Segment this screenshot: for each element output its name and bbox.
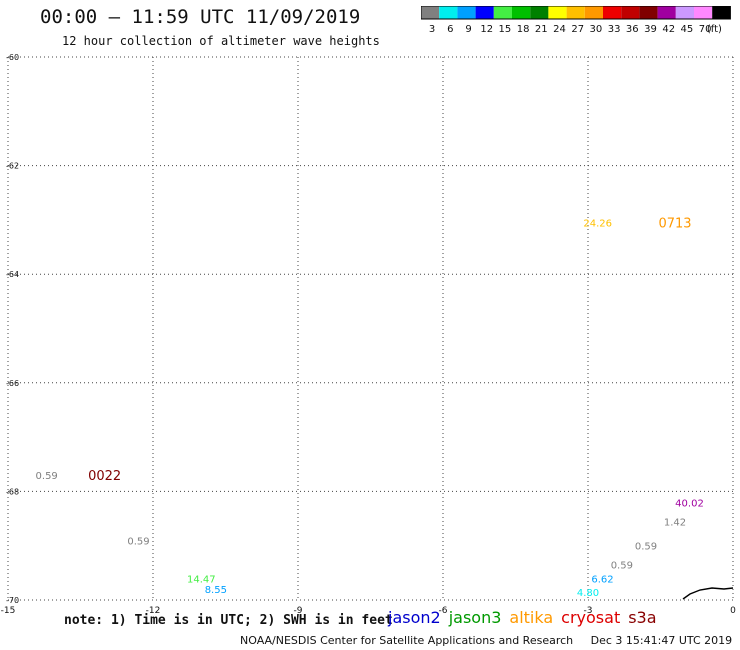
color-label: 12 [480, 24, 493, 35]
wave-height-value: 4.80 [577, 588, 599, 599]
legend-jason2: jason2 [388, 608, 441, 627]
wave-height-value: 0.59 [36, 471, 58, 482]
color-label: 42 [662, 24, 675, 35]
color-unit-label: (ft) [707, 24, 722, 35]
color-label: 45 [681, 24, 694, 35]
color-swatch [421, 6, 440, 19]
satellite-legend: jason2 jason3 altika cryosat s3a [388, 608, 665, 627]
credit-text: NOAA/NESDIS Center for Satellite Applica… [240, 634, 574, 647]
color-scale-legend: 3 6 9 12 15 18 21 24 27 30 33 36 39 42 45 70(ft) [421, 6, 731, 35]
color-swatch [584, 6, 603, 19]
color-label: 36 [626, 24, 639, 35]
wave-height-value: 24.26 [583, 219, 612, 230]
y-tick-label: -66 [6, 379, 19, 388]
wave-height-value: 0.59 [611, 561, 633, 572]
color-swatch [603, 6, 622, 19]
wave-height-value: 14.47 [187, 574, 216, 585]
x-tick-label: -15 [1, 606, 16, 616]
color-label: 15 [499, 24, 512, 35]
color-label: 70 [699, 24, 712, 35]
x-tick-label: -12 [146, 606, 161, 616]
color-swatch [675, 6, 694, 19]
color-swatch [493, 6, 512, 19]
color-label: 9 [465, 24, 471, 35]
credit-line: NOAA/NESDIS Center for Satellite Applica… [240, 634, 732, 647]
timestamp: Dec 3 15:41:47 UTC 2019 [590, 634, 733, 647]
wave-height-value: 0.59 [127, 536, 149, 547]
color-swatch [512, 6, 531, 19]
y-tick-label: -68 [6, 487, 19, 496]
x-tick-label: -3 [584, 606, 593, 616]
x-tick-label: -6 [439, 606, 448, 616]
color-swatch [475, 6, 494, 19]
wave-height-value: 1.42 [664, 517, 686, 528]
color-label: 24 [553, 24, 566, 35]
legend-s3a: s3a [628, 608, 657, 627]
footer-note: note: 1) Time is in UTC; 2) SWH is in fe… [64, 613, 393, 628]
color-label: 6 [447, 24, 453, 35]
page-title: 00:00 – 11:59 UTC 11/09/2019 [40, 6, 361, 28]
color-swatch [439, 6, 458, 19]
color-label: 3 [429, 24, 435, 35]
color-swatch [712, 6, 731, 19]
coastline [682, 587, 734, 600]
color-label: 27 [571, 24, 584, 35]
color-label: 30 [590, 24, 603, 35]
color-label: 39 [644, 24, 657, 35]
color-swatch [621, 6, 640, 19]
y-tick-label: -70 [6, 596, 19, 605]
wave-height-value: 40.02 [675, 498, 704, 509]
color-swatch [548, 6, 567, 19]
legend-altika: altika [509, 608, 554, 627]
y-tick-label: -62 [6, 162, 19, 171]
wave-height-map: -15 -12 -9 -6 -3 0-60-62-64-66-68-700.590.591… [1, 53, 740, 616]
wave-height-value: 0.59 [635, 542, 657, 553]
pass-time-label: 0713 [658, 217, 691, 232]
color-swatch [639, 6, 658, 19]
color-label: 33 [608, 24, 621, 35]
y-tick-label: -60 [6, 53, 19, 62]
color-swatch [657, 6, 676, 19]
color-bar-frame [421, 6, 731, 20]
color-swatch [694, 6, 713, 19]
y-tick-label: -64 [6, 270, 19, 279]
wave-height-value: 8.55 [205, 585, 227, 596]
pass-time-label: 0022 [88, 469, 121, 484]
color-label: 18 [517, 24, 530, 35]
wave-height-value: 6.62 [591, 574, 613, 585]
color-label: 21 [535, 24, 548, 35]
page-subtitle: 12 hour collection of altimeter wave hei… [62, 34, 380, 48]
color-swatch [457, 6, 476, 19]
legend-jason3: jason3 [448, 608, 502, 627]
legend-cryosat: cryosat [561, 608, 621, 627]
x-tick-label: 0 [730, 606, 736, 616]
color-swatch [566, 6, 585, 19]
color-swatch [530, 6, 549, 19]
x-tick-label: -9 [294, 606, 303, 616]
